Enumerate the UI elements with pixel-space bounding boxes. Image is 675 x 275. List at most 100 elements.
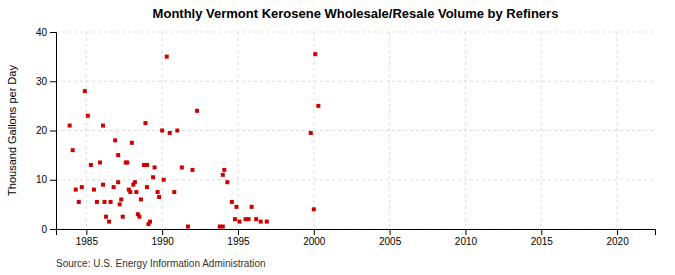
- point: [109, 200, 113, 204]
- y-tick-label: 10: [36, 174, 48, 185]
- x-tick: 2000: [303, 229, 326, 247]
- point: [254, 217, 258, 221]
- point: [71, 148, 75, 152]
- x-tick: 2020: [606, 229, 629, 247]
- point: [104, 215, 108, 219]
- point: [175, 129, 179, 133]
- y-tick-mark: [50, 81, 56, 82]
- point: [165, 55, 169, 59]
- y-tick: 20: [36, 125, 56, 136]
- point: [68, 124, 72, 128]
- point: [125, 161, 129, 165]
- point: [153, 165, 157, 169]
- x-grid-line: [465, 32, 466, 229]
- x-tick-mark: [617, 229, 618, 235]
- point: [237, 220, 241, 224]
- point: [225, 180, 229, 184]
- point: [157, 195, 161, 199]
- x-tick-mark: [314, 229, 315, 235]
- y-tick-label: 40: [36, 27, 48, 38]
- point: [186, 225, 190, 229]
- point: [172, 190, 176, 194]
- point: [221, 173, 225, 177]
- point: [119, 197, 123, 201]
- y-tick-mark: [50, 32, 56, 33]
- point: [134, 190, 138, 194]
- y-axis: 010203040: [36, 27, 57, 235]
- point: [103, 200, 107, 204]
- point: [168, 131, 172, 135]
- point: [151, 175, 155, 179]
- point: [101, 124, 105, 128]
- y-tick-label: 0: [41, 224, 47, 235]
- x-tick: 2010: [455, 229, 478, 247]
- point: [128, 190, 132, 194]
- x-axis: 1985 1990 1995 2000 2005 2010 2015 2020: [57, 229, 656, 247]
- x-grid-line: [541, 32, 542, 229]
- point: [92, 188, 96, 192]
- point: [143, 121, 147, 125]
- x-tick: 1990: [152, 229, 175, 247]
- point: [101, 183, 105, 187]
- x-tick-label: 2020: [606, 236, 629, 247]
- x-tick: 2005: [379, 229, 402, 247]
- x-grid-line: [237, 32, 238, 229]
- point: [250, 205, 254, 209]
- point: [107, 220, 111, 224]
- x-tick: 1985: [76, 229, 99, 247]
- x-tick-label: 2000: [303, 236, 326, 247]
- x-tick-label: 1995: [227, 236, 250, 247]
- point: [148, 220, 152, 224]
- annotation: Source: U.S. Energy Information Administ…: [56, 258, 266, 269]
- y-tick: 0: [41, 224, 56, 235]
- y-tick-mark: [50, 229, 56, 230]
- point: [83, 89, 87, 93]
- point: [133, 180, 137, 184]
- point: [160, 129, 164, 133]
- y-tick-label: 20: [36, 125, 48, 136]
- point: [180, 165, 184, 169]
- y-grid-line: [56, 130, 655, 131]
- point: [312, 207, 316, 211]
- x-tick-label: 2015: [531, 236, 554, 247]
- point: [139, 197, 143, 201]
- x-axis-line: [57, 230, 656, 236]
- point: [234, 205, 238, 209]
- point: [112, 185, 116, 189]
- y-tick-mark: [50, 131, 56, 132]
- plot-area: 1985199019952000200520102015202001020304…: [36, 27, 656, 247]
- point: [259, 220, 263, 224]
- point: [162, 178, 166, 182]
- point: [74, 188, 78, 192]
- point: [230, 200, 234, 204]
- point: [309, 131, 313, 135]
- point: [195, 109, 199, 113]
- x-tick: 2015: [531, 229, 554, 247]
- point: [116, 153, 120, 157]
- x-tick: 1995: [227, 229, 250, 247]
- point: [121, 215, 125, 219]
- point: [145, 163, 149, 167]
- chart-svg: 1985199019952000200520102015202001020304…: [0, 0, 675, 275]
- point: [77, 200, 81, 204]
- y-tick: 40: [36, 27, 56, 38]
- x-grid-line: [86, 32, 87, 229]
- point: [265, 220, 269, 224]
- point: [156, 190, 160, 194]
- y-axis-line: [50, 33, 57, 230]
- point: [86, 114, 90, 118]
- x-tick-mark: [541, 229, 542, 235]
- point: [118, 202, 122, 206]
- point: [116, 180, 120, 184]
- x-tick-mark: [86, 229, 87, 235]
- point: [222, 168, 226, 172]
- y-tick: 10: [36, 174, 56, 185]
- y-tick-mark: [50, 180, 56, 181]
- point: [221, 225, 225, 229]
- point: [95, 200, 99, 204]
- x-tick-mark: [162, 229, 163, 235]
- x-tick-label: 2010: [455, 236, 478, 247]
- point: [80, 185, 84, 189]
- chart-container: 1985199019952000200520102015202001020304…: [0, 0, 675, 275]
- point: [316, 104, 320, 108]
